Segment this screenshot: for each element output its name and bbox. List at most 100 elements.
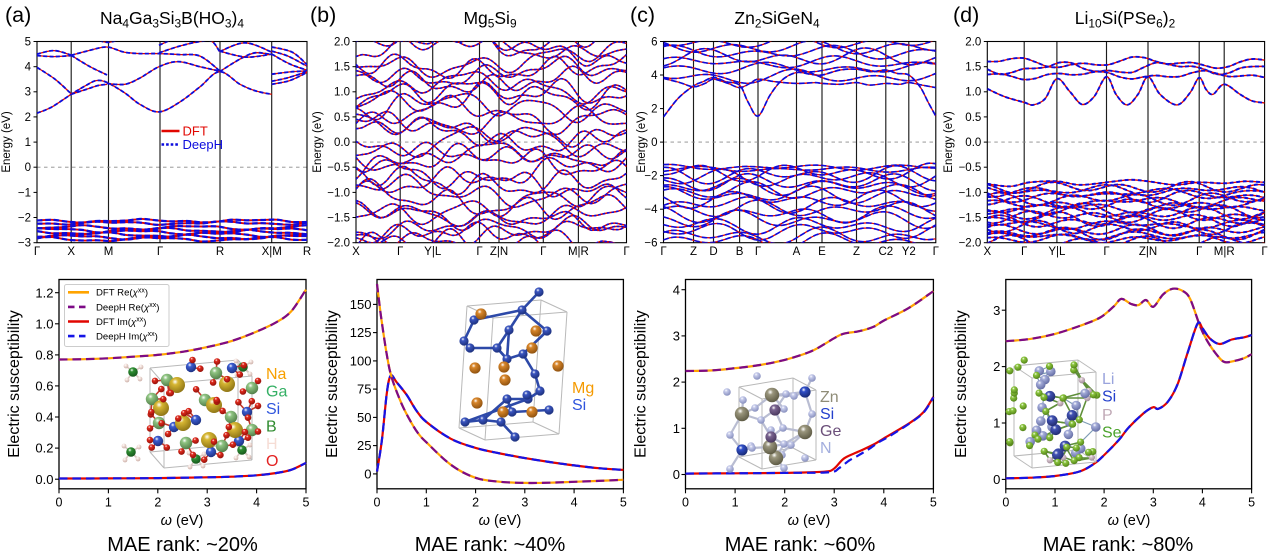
svg-text:−2: −2 — [644, 171, 657, 183]
svg-text:Γ: Γ — [933, 246, 940, 258]
svg-text:Γ: Γ — [540, 246, 547, 258]
svg-text:1.5: 1.5 — [334, 62, 350, 74]
svg-text:DeepH Re(χxx): DeepH Re(χxx) — [96, 302, 159, 313]
svg-text:75: 75 — [357, 382, 371, 397]
svg-text:(d): (d) — [953, 3, 979, 27]
svg-text:B: B — [736, 246, 744, 258]
svg-text:Γ: Γ — [397, 246, 404, 258]
svg-text:1: 1 — [993, 416, 1000, 431]
svg-text:4: 4 — [1199, 495, 1206, 509]
svg-text:Si: Si — [820, 406, 834, 423]
svg-text:−0.5: −0.5 — [959, 162, 982, 174]
svg-text:3: 3 — [993, 303, 1000, 318]
svg-text:−4: −4 — [644, 204, 658, 216]
svg-text:−1: −1 — [18, 187, 31, 199]
svg-text:2: 2 — [472, 495, 479, 509]
svg-text:0.4: 0.4 — [35, 410, 53, 425]
svg-text:2: 2 — [781, 495, 788, 509]
svg-text:ω (eV): ω (eV) — [479, 513, 522, 529]
svg-text:4: 4 — [651, 70, 658, 82]
svg-text:Γ: Γ — [1021, 246, 1028, 258]
svg-text:6: 6 — [651, 36, 657, 48]
svg-text:−6: −6 — [644, 238, 657, 250]
svg-text:5: 5 — [930, 495, 937, 509]
svg-text:Mg5​Si9​: Mg5​Si9​ — [463, 8, 517, 31]
svg-text:X: X — [67, 246, 75, 258]
svg-text:4: 4 — [673, 282, 680, 297]
svg-text:5: 5 — [620, 495, 627, 509]
svg-text:Li10​Si(PSe6​)2​: Li10​Si(PSe6​)2​ — [1075, 8, 1176, 31]
svg-text:−2.0: −2.0 — [327, 238, 350, 250]
svg-text:R: R — [216, 246, 224, 258]
svg-text:MAE rank: ~40%: MAE rank: ~40% — [415, 534, 566, 556]
svg-text:Z: Z — [853, 246, 860, 258]
svg-text:Li: Li — [1102, 371, 1114, 388]
svg-text:150: 150 — [350, 297, 372, 312]
svg-text:Si: Si — [1102, 389, 1116, 406]
svg-text:3: 3 — [673, 329, 680, 344]
svg-text:Y|L: Y|L — [424, 246, 442, 258]
svg-text:DeepH Im(χxx): DeepH Im(χxx) — [96, 331, 158, 342]
svg-text:Y2: Y2 — [902, 246, 916, 258]
svg-text:X|M: X|M — [262, 246, 282, 258]
svg-text:3: 3 — [521, 495, 528, 509]
svg-text:2.0: 2.0 — [965, 36, 981, 48]
svg-text:(c): (c) — [630, 3, 655, 27]
svg-text:2.0: 2.0 — [334, 36, 350, 48]
svg-text:Energy (eV): Energy (eV) — [1, 111, 13, 173]
svg-text:1.5: 1.5 — [965, 62, 981, 74]
svg-text:2: 2 — [25, 112, 31, 124]
svg-text:O: O — [266, 453, 278, 470]
svg-text:Γ: Γ — [34, 246, 41, 258]
svg-text:3: 3 — [1150, 495, 1157, 509]
svg-text:Z|N: Z|N — [1139, 246, 1157, 258]
svg-text:Γ: Γ — [157, 246, 164, 258]
svg-text:Γ: Γ — [755, 246, 762, 258]
svg-text:−2.0: −2.0 — [959, 238, 982, 250]
svg-text:Γ: Γ — [1261, 246, 1268, 258]
svg-text:0.5: 0.5 — [965, 112, 981, 124]
svg-text:B: B — [266, 419, 277, 436]
svg-text:Energy (eV): Energy (eV) — [312, 111, 324, 173]
svg-text:−3: −3 — [18, 238, 31, 250]
svg-text:2: 2 — [154, 495, 161, 509]
svg-text:Na: Na — [266, 366, 287, 383]
svg-text:0.0: 0.0 — [35, 472, 53, 487]
svg-text:MAE rank: ~20%: MAE rank: ~20% — [107, 534, 258, 556]
svg-text:Electric susceptibility: Electric susceptibility — [324, 310, 341, 458]
svg-text:MAE rank: ~80%: MAE rank: ~80% — [1043, 534, 1194, 556]
svg-text:Na4​Ga3​Si3​B(HO3​)4​: Na4​Ga3​Si3​B(HO3​)4​ — [100, 8, 244, 31]
svg-text:Zn: Zn — [820, 389, 839, 406]
svg-text:A: A — [793, 246, 801, 258]
svg-text:P: P — [1102, 407, 1113, 424]
svg-text:0: 0 — [651, 137, 657, 149]
svg-text:4: 4 — [571, 495, 578, 509]
svg-text:3: 3 — [204, 495, 211, 509]
svg-text:4: 4 — [253, 495, 260, 509]
svg-text:4: 4 — [880, 495, 887, 509]
svg-text:0: 0 — [374, 495, 381, 509]
svg-text:M|R: M|R — [568, 246, 589, 258]
svg-text:Z: Z — [690, 246, 697, 258]
svg-text:Electric susceptibility: Electric susceptibility — [6, 310, 23, 458]
svg-text:X: X — [983, 246, 991, 258]
svg-text:0: 0 — [682, 495, 689, 509]
svg-text:ω (eV): ω (eV) — [161, 513, 204, 529]
svg-text:3: 3 — [25, 87, 31, 99]
svg-text:Γ: Γ — [1103, 246, 1110, 258]
svg-text:1: 1 — [25, 137, 31, 149]
svg-text:1: 1 — [105, 495, 112, 509]
svg-text:1.0: 1.0 — [35, 316, 53, 331]
svg-text:0.0: 0.0 — [965, 137, 981, 149]
svg-text:Γ: Γ — [1196, 246, 1203, 258]
svg-text:Ge: Ge — [820, 423, 841, 440]
svg-text:Γ: Γ — [476, 246, 483, 258]
svg-text:1: 1 — [423, 495, 430, 509]
svg-text:2: 2 — [1101, 495, 1108, 509]
svg-text:3: 3 — [831, 495, 838, 509]
svg-text:DeepH: DeepH — [183, 137, 223, 152]
svg-text:0: 0 — [673, 467, 680, 482]
svg-text:1: 1 — [1052, 495, 1059, 509]
svg-text:0.5: 0.5 — [334, 112, 350, 124]
svg-text:Y|L: Y|L — [1048, 246, 1066, 258]
